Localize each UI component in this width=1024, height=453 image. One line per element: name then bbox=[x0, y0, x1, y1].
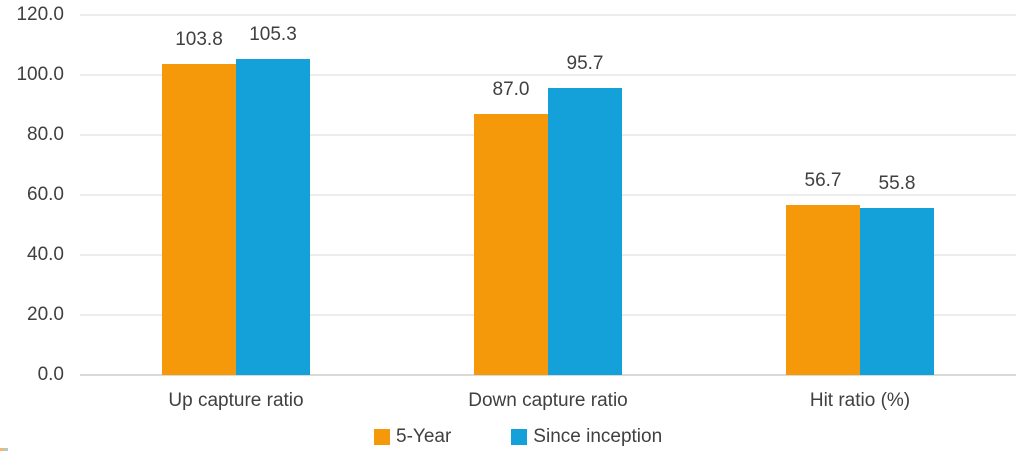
legend-item-5-year: 5-Year bbox=[374, 426, 451, 448]
category-label-2: Hit ratio (%) bbox=[809, 390, 911, 411]
chart-legend: 5-Year Since inception bbox=[374, 426, 662, 448]
cropped-edge-artifact bbox=[0, 448, 8, 451]
y-tick-label: 40.0 bbox=[27, 244, 64, 265]
artifact-blue-fragment bbox=[5, 448, 8, 451]
bar-value-label: 103.8 bbox=[175, 28, 223, 50]
y-tick-label: 60.0 bbox=[27, 184, 64, 205]
gridline bbox=[80, 74, 1016, 76]
bar-since-inception-0 bbox=[236, 59, 310, 375]
legend-label: Since inception bbox=[533, 426, 663, 447]
bar-5-year-1 bbox=[474, 114, 548, 375]
category-label-0: Up capture ratio bbox=[168, 390, 304, 411]
y-tick-label: 80.0 bbox=[27, 124, 64, 145]
bar-value-label: 56.7 bbox=[804, 169, 842, 191]
artifact-orange-fragment bbox=[0, 448, 5, 451]
y-tick-label: 20.0 bbox=[27, 304, 64, 325]
y-tick-label: 100.0 bbox=[16, 64, 64, 85]
bar-since-inception-2 bbox=[860, 207, 934, 375]
legend-label: 5-Year bbox=[396, 426, 452, 447]
y-tick-label: 120.0 bbox=[16, 4, 64, 25]
bar-5-year-2 bbox=[786, 204, 860, 375]
bar-value-label: 55.8 bbox=[878, 172, 916, 194]
bar-value-label: 87.0 bbox=[492, 79, 530, 100]
category-label-1: Down capture ratio bbox=[468, 390, 628, 411]
x-axis-line bbox=[80, 374, 1016, 376]
legend-item-since-inception: Since inception bbox=[511, 426, 662, 448]
legend-swatch bbox=[374, 429, 390, 445]
bar-value-label: 95.7 bbox=[566, 52, 604, 74]
legend-swatch bbox=[511, 429, 528, 445]
y-tick-label: 0.0 bbox=[37, 364, 64, 385]
bar-since-inception-1 bbox=[548, 87, 622, 375]
bar-value-label: 105.3 bbox=[249, 24, 297, 46]
bar-5-year-0 bbox=[162, 63, 236, 375]
gridline bbox=[80, 14, 1016, 16]
